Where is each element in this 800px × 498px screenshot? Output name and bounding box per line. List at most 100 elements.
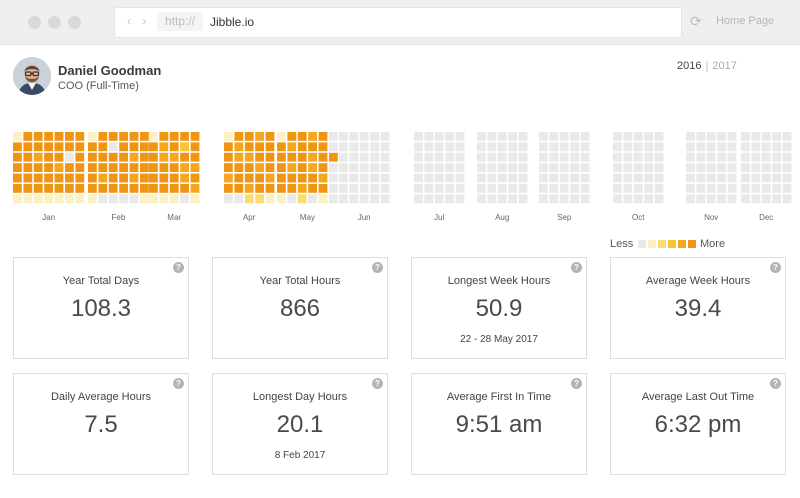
heatmap-day-cell[interactable]	[570, 163, 579, 172]
heatmap-day-cell[interactable]	[54, 132, 64, 141]
heatmap-day-cell[interactable]	[580, 142, 590, 152]
reload-icon[interactable]: ⟳	[690, 13, 702, 29]
heatmap-day-cell[interactable]	[318, 132, 328, 141]
heatmap-day-cell[interactable]	[623, 142, 633, 152]
heatmap-day-cell[interactable]	[414, 173, 423, 183]
heatmap-day-cell[interactable]	[772, 142, 781, 152]
heatmap-day-cell[interactable]	[761, 184, 771, 193]
heatmap-day-cell[interactable]	[518, 173, 528, 183]
year-2017-link[interactable]: 2017	[712, 60, 737, 72]
heatmap-day-cell[interactable]	[761, 142, 771, 152]
help-icon[interactable]: ?	[571, 378, 582, 389]
heatmap-day-cell[interactable]	[751, 184, 761, 193]
heatmap-day-cell[interactable]	[539, 152, 548, 162]
heatmap-day-cell[interactable]	[706, 194, 716, 204]
heatmap-day-cell[interactable]	[297, 184, 307, 193]
heatmap-day-cell[interactable]	[613, 163, 622, 172]
heatmap-day-cell[interactable]	[119, 173, 128, 183]
heatmap-day-cell[interactable]	[169, 194, 179, 204]
heatmap-day-cell[interactable]	[741, 163, 750, 172]
heatmap-day-cell[interactable]	[487, 163, 497, 172]
heatmap-day-cell[interactable]	[380, 173, 390, 183]
heatmap-day-cell[interactable]	[782, 152, 792, 162]
heatmap-day-cell[interactable]	[613, 173, 622, 183]
heatmap-day-cell[interactable]	[414, 194, 423, 204]
heatmap-day-cell[interactable]	[159, 132, 169, 141]
heatmap-day-cell[interactable]	[772, 173, 781, 183]
heatmap-day-cell[interactable]	[129, 132, 139, 141]
heatmap-day-cell[interactable]	[772, 194, 781, 204]
heatmap-day-cell[interactable]	[329, 152, 338, 162]
heatmap-day-cell[interactable]	[518, 163, 528, 172]
heatmap-day-cell[interactable]	[424, 152, 434, 162]
heatmap-day-cell[interactable]	[23, 184, 33, 193]
heatmap-day-cell[interactable]	[761, 173, 771, 183]
heatmap-day-cell[interactable]	[65, 132, 74, 141]
heatmap-day-cell[interactable]	[539, 194, 548, 204]
heatmap-day-cell[interactable]	[33, 173, 43, 183]
heatmap-day-cell[interactable]	[244, 173, 254, 183]
heatmap-day-cell[interactable]	[727, 194, 737, 204]
heatmap-day-cell[interactable]	[633, 163, 643, 172]
heatmap-day-cell[interactable]	[654, 142, 664, 152]
heatmap-day-cell[interactable]	[380, 142, 390, 152]
heatmap-day-cell[interactable]	[370, 132, 379, 141]
heatmap-day-cell[interactable]	[580, 173, 590, 183]
heatmap-day-cell[interactable]	[539, 132, 548, 141]
heatmap-day-cell[interactable]	[13, 194, 22, 204]
heatmap-day-cell[interactable]	[359, 184, 369, 193]
heatmap-day-cell[interactable]	[75, 163, 85, 172]
heatmap-day-cell[interactable]	[98, 142, 108, 152]
heatmap-day-cell[interactable]	[23, 173, 33, 183]
heatmap-day-cell[interactable]	[549, 142, 559, 152]
heatmap-day-cell[interactable]	[180, 152, 189, 162]
heatmap-day-cell[interactable]	[224, 132, 233, 141]
heatmap-day-cell[interactable]	[54, 152, 64, 162]
heatmap-day-cell[interactable]	[140, 184, 149, 193]
heatmap-day-cell[interactable]	[477, 173, 486, 183]
heatmap-day-cell[interactable]	[224, 194, 233, 204]
heatmap-day-cell[interactable]	[508, 152, 517, 162]
heatmap-day-cell[interactable]	[414, 132, 423, 141]
heatmap-day-cell[interactable]	[149, 184, 158, 193]
heatmap-day-cell[interactable]	[88, 132, 97, 141]
heatmap-day-cell[interactable]	[654, 194, 664, 204]
heatmap-day-cell[interactable]	[180, 194, 189, 204]
heatmap-day-cell[interactable]	[129, 152, 139, 162]
heatmap-day-cell[interactable]	[751, 173, 761, 183]
heatmap-day-cell[interactable]	[224, 184, 233, 193]
heatmap-day-cell[interactable]	[706, 173, 716, 183]
heatmap-day-cell[interactable]	[169, 184, 179, 193]
heatmap-day-cell[interactable]	[13, 152, 22, 162]
heatmap-day-cell[interactable]	[277, 184, 286, 193]
heatmap-day-cell[interactable]	[370, 152, 379, 162]
heatmap-day-cell[interactable]	[455, 163, 465, 172]
heatmap-day-cell[interactable]	[244, 194, 254, 204]
heatmap-day-cell[interactable]	[434, 173, 444, 183]
heatmap-day-cell[interactable]	[508, 163, 517, 172]
heatmap-day-cell[interactable]	[277, 163, 286, 172]
heatmap-day-cell[interactable]	[508, 132, 517, 141]
heatmap-day-cell[interactable]	[570, 142, 579, 152]
heatmap-day-cell[interactable]	[518, 194, 528, 204]
heatmap-day-cell[interactable]	[370, 184, 379, 193]
heatmap-day-cell[interactable]	[380, 152, 390, 162]
heatmap-day-cell[interactable]	[696, 184, 706, 193]
heatmap-day-cell[interactable]	[717, 142, 726, 152]
heatmap-day-cell[interactable]	[140, 173, 149, 183]
heatmap-day-cell[interactable]	[644, 152, 653, 162]
heatmap-day-cell[interactable]	[224, 163, 233, 172]
heatmap-day-cell[interactable]	[318, 184, 328, 193]
heatmap-day-cell[interactable]	[108, 152, 118, 162]
heatmap-day-cell[interactable]	[549, 132, 559, 141]
heatmap-day-cell[interactable]	[308, 184, 317, 193]
heatmap-day-cell[interactable]	[455, 142, 465, 152]
heatmap-day-cell[interactable]	[497, 163, 507, 172]
heatmap-day-cell[interactable]	[33, 152, 43, 162]
heatmap-day-cell[interactable]	[140, 163, 149, 172]
heatmap-day-cell[interactable]	[570, 173, 579, 183]
heatmap-day-cell[interactable]	[380, 163, 390, 172]
heatmap-day-cell[interactable]	[339, 142, 348, 152]
heatmap-day-cell[interactable]	[23, 142, 33, 152]
heatmap-day-cell[interactable]	[696, 163, 706, 172]
